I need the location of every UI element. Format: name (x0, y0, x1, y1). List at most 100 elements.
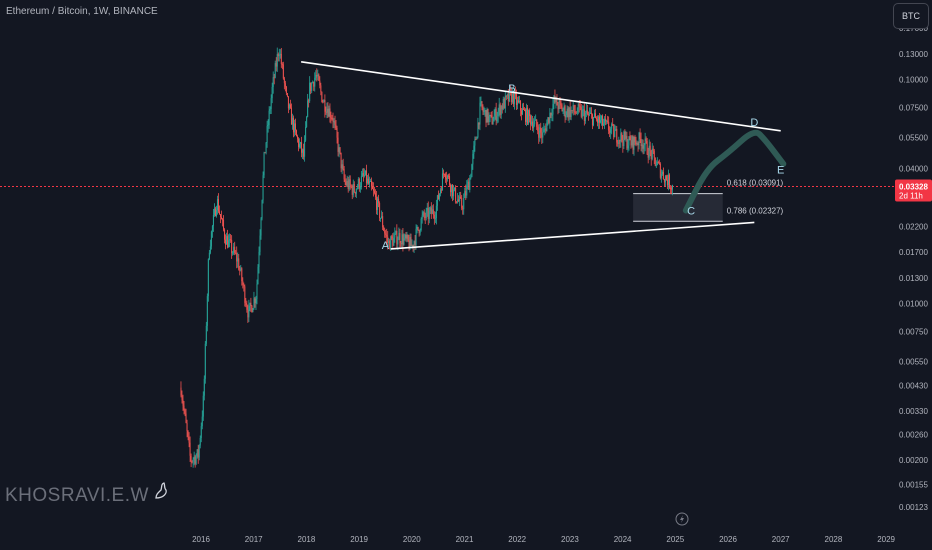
candle-body (524, 109, 526, 111)
candle-body (451, 184, 453, 193)
candle-body (593, 113, 595, 117)
projection-path[interactable] (682, 129, 787, 214)
candle-body (401, 234, 403, 245)
candle-body (248, 306, 250, 318)
currency-button[interactable]: BTC (893, 3, 929, 29)
candle-body (429, 207, 431, 211)
candle-body (246, 305, 248, 310)
candle-body (637, 143, 639, 146)
candle-body (328, 108, 330, 117)
fib-retracement[interactable]: 0.618 (0.03091) 0.786 (0.02327) (633, 179, 784, 222)
candle-body (425, 210, 427, 219)
candle-body (243, 285, 245, 287)
candle-body (303, 149, 305, 157)
trendline[interactable] (390, 221, 755, 250)
candle-body (541, 132, 543, 138)
candle-body (264, 152, 266, 154)
candle-body (269, 109, 271, 111)
candle-body (491, 115, 493, 125)
candle-body (238, 258, 240, 270)
time-axis[interactable]: 2016 2017 2018 2019 2020 2021 2022 2023 2024 2025… (192, 535, 895, 544)
candle-body (520, 110, 522, 115)
candle-body (495, 108, 497, 122)
candle-body (487, 108, 489, 123)
candle-body (279, 53, 281, 56)
candle-body (601, 115, 603, 121)
candle-body (636, 143, 638, 145)
candle-body (592, 116, 594, 126)
candle-body (595, 118, 597, 120)
candle-body (461, 198, 463, 209)
candle-body (577, 104, 579, 113)
candle-body (344, 179, 346, 182)
candle-body (438, 193, 440, 200)
candle-body (634, 136, 636, 143)
time-tick-label: 2025 (666, 535, 684, 544)
candle-body (290, 107, 292, 125)
candle-body (256, 284, 258, 299)
price-tick-label: 0.00750 (899, 327, 928, 336)
candle-body (493, 115, 495, 122)
candle-body (260, 218, 262, 236)
candle-body (307, 100, 309, 117)
candle-body (229, 239, 231, 241)
candle-body (334, 121, 336, 125)
candle-body (482, 107, 484, 112)
candle-body (285, 86, 287, 93)
candle-body (351, 186, 353, 195)
candle-body (286, 92, 288, 97)
price-tick-label: 0.00200 (899, 456, 928, 465)
candle-body (439, 189, 441, 194)
candle-body (420, 218, 422, 230)
candle-body (559, 100, 561, 103)
candle-body (271, 86, 273, 99)
candle-body (434, 218, 436, 220)
candle-body (660, 174, 662, 178)
candle-body (384, 230, 386, 234)
candle-body (464, 191, 466, 199)
candle-body (209, 246, 211, 253)
candle-body (644, 138, 646, 146)
candle-body (665, 176, 667, 180)
candle-body (227, 236, 229, 248)
candle-body (656, 162, 658, 166)
candle-body (505, 95, 507, 97)
price-tick-label: 0.01700 (899, 248, 928, 257)
candle-body (377, 198, 379, 210)
candle-body (327, 108, 329, 117)
candle-body (288, 104, 290, 109)
candle-body (189, 442, 191, 456)
candle-body (543, 128, 545, 132)
candle-body (526, 107, 528, 122)
trendlines[interactable] (301, 61, 781, 250)
candle-body (448, 175, 450, 177)
candle-body (485, 110, 487, 123)
time-tick-label: 2020 (403, 535, 421, 544)
candle-body (576, 112, 578, 114)
candle-body (403, 238, 405, 245)
candle-body (412, 244, 414, 248)
candle-body (234, 246, 236, 253)
candle-body (550, 112, 552, 116)
candle-body (339, 147, 341, 153)
candle-body (523, 108, 525, 110)
candle-body (266, 126, 268, 143)
candle-body (442, 173, 444, 175)
candle-body (418, 229, 420, 234)
candle-body (268, 110, 270, 125)
candle-body (560, 102, 562, 106)
candle-body (216, 199, 218, 210)
trendline[interactable] (301, 61, 781, 132)
candle-body (455, 187, 457, 202)
price-tick-label: 0.07500 (899, 104, 928, 113)
candle-body (206, 296, 208, 326)
lightning-icon[interactable] (675, 512, 689, 526)
candle-body (408, 240, 410, 249)
candle-body (659, 163, 661, 178)
candle-body (278, 55, 280, 57)
candle-body (488, 116, 490, 123)
candle-body (242, 281, 244, 286)
candle-body (642, 144, 644, 149)
candle-body (354, 192, 356, 194)
